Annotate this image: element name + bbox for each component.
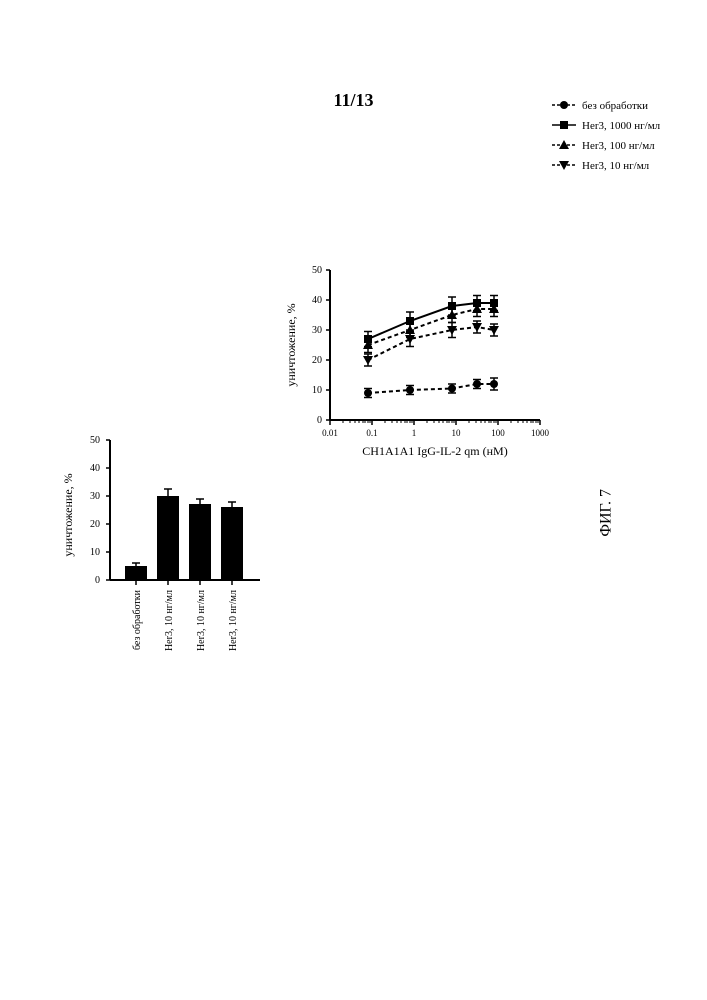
svg-text:10: 10 xyxy=(452,428,462,438)
svg-text:50: 50 xyxy=(312,265,322,276)
svg-text:Her3, 10 нг/мл: Her3, 10 нг/мл xyxy=(164,590,175,651)
svg-text:10: 10 xyxy=(90,547,100,558)
line-xlabel: CH1A1A1 IgG-IL-2 qm (нМ) xyxy=(362,444,507,458)
svg-text:10: 10 xyxy=(312,385,322,396)
svg-text:40: 40 xyxy=(312,295,322,306)
svg-text:0: 0 xyxy=(317,415,322,426)
legend: без обработки Her3, 1000 нг/мл Her3, 100… xyxy=(550,95,707,185)
series-3 xyxy=(363,321,499,366)
svg-text:20: 20 xyxy=(90,519,100,530)
svg-text:1: 1 xyxy=(412,428,417,438)
line-yticks: 0 10 20 30 40 50 xyxy=(312,265,330,426)
svg-text:30: 30 xyxy=(312,325,322,336)
svg-text:0.01: 0.01 xyxy=(322,428,338,438)
bar-ylabel: уничтожение, % xyxy=(61,473,75,556)
bar-xlabels: без обработки Her3, 10 нг/мл Her3, 10 нг… xyxy=(132,589,239,651)
bar-chart: 0 10 20 30 40 50 без обработки Her3, 10 … xyxy=(50,420,280,670)
legend-label-3: Her3, 10 нг/мл xyxy=(582,160,650,172)
svg-text:50: 50 xyxy=(90,435,100,446)
svg-text:30: 30 xyxy=(90,491,100,502)
svg-text:100: 100 xyxy=(491,428,505,438)
legend-label-1: Her3, 1000 нг/мл xyxy=(582,120,661,132)
line-chart: 0 10 20 30 40 50 0.01 0.1 1 10 100 1000 xyxy=(275,250,565,490)
line-xticks: 0.01 0.1 1 10 100 1000 xyxy=(322,420,549,438)
svg-text:Her3, 10 нг/мл: Her3, 10 нг/мл xyxy=(196,590,207,651)
series-0 xyxy=(364,378,498,398)
legend-label-2: Her3, 100 нг/мл xyxy=(582,140,655,152)
line-ylabel: уничтожение, % xyxy=(284,303,298,386)
bar-yticks: 0 10 20 30 40 50 xyxy=(90,435,110,586)
svg-text:без обработки: без обработки xyxy=(132,589,143,650)
svg-text:0.1: 0.1 xyxy=(366,428,377,438)
legend-label-0: без обработки xyxy=(582,100,648,112)
page-number: 11/13 xyxy=(333,90,373,111)
bars xyxy=(125,489,243,580)
svg-text:1000: 1000 xyxy=(531,428,550,438)
figure-label: ФИГ. 7 xyxy=(598,489,616,537)
svg-text:0: 0 xyxy=(95,575,100,586)
svg-text:Her3, 10 нг/мл: Her3, 10 нг/мл xyxy=(228,590,239,651)
svg-text:20: 20 xyxy=(312,355,322,366)
svg-text:40: 40 xyxy=(90,463,100,474)
